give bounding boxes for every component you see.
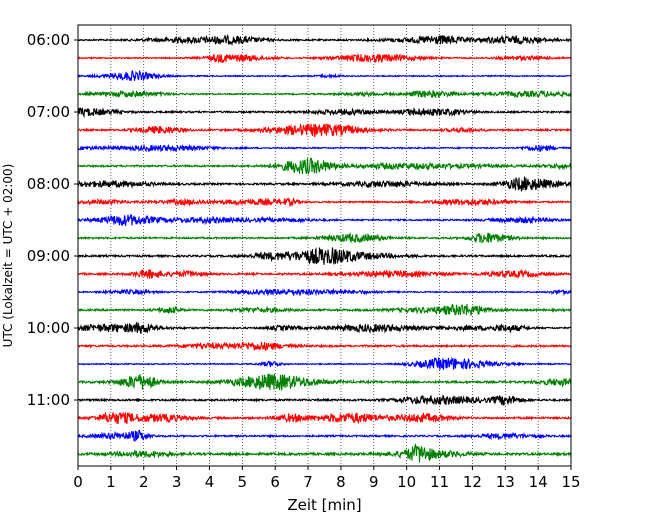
y-tick-label: 06:00 xyxy=(27,31,70,49)
seismogram-trace-1145 xyxy=(77,442,572,463)
seismogram-trace-0900 xyxy=(77,246,572,265)
x-axis-ticks: 0 1 2 3 4 5 6 7 8 9 10 11 12 13 14 15 xyxy=(73,466,581,491)
seismogram-trace-1045 xyxy=(77,373,572,392)
x-tick-label: 4 xyxy=(205,473,215,491)
y-tick-label: 10:00 xyxy=(27,319,70,337)
seismogram-trace-0700 xyxy=(77,106,572,119)
x-tick-label: 14 xyxy=(529,473,548,491)
x-tick-label: 0 xyxy=(73,473,83,491)
seismogram-trace-1000 xyxy=(77,321,572,335)
x-tick-label: 1 xyxy=(106,473,116,491)
x-tick-label: 2 xyxy=(139,473,149,491)
y-tick-label: 08:00 xyxy=(27,175,70,193)
seismogram-trace-0745 xyxy=(77,157,572,175)
x-tick-label: 10 xyxy=(397,473,416,491)
seismogram-trace-0945 xyxy=(77,303,572,316)
x-tick-label: 11 xyxy=(430,473,449,491)
seismogram-trace-0645 xyxy=(77,89,572,99)
y-tick-label: 07:00 xyxy=(27,103,70,121)
x-tick-label: 15 xyxy=(561,473,580,491)
x-tick-label: 3 xyxy=(172,473,182,491)
y-tick-label: 11:00 xyxy=(27,391,70,409)
seismogram-trace-0930 xyxy=(77,288,572,297)
x-axis-label: Zeit [min] xyxy=(287,496,361,514)
x-tick-label: 6 xyxy=(270,473,280,491)
seismogram-trace-0845 xyxy=(77,231,572,244)
seismogram-trace-0830 xyxy=(77,213,572,227)
y-axis-label: UTC (Lokalzeit = UTC + 02:00) xyxy=(1,164,15,348)
trace-layer xyxy=(77,33,572,463)
x-tick-label: 13 xyxy=(496,473,515,491)
seismogram-trace-0730 xyxy=(77,143,572,153)
x-tick-label: 9 xyxy=(369,473,379,491)
seismogram-trace-0915 xyxy=(77,268,572,279)
seismogram-trace-1030 xyxy=(77,356,572,370)
seismogram-trace-1115 xyxy=(77,411,572,425)
seismogram-trace-1100 xyxy=(77,394,572,406)
x-tick-label: 8 xyxy=(336,473,346,491)
plot-frame xyxy=(77,24,572,467)
seismogram-trace-0715 xyxy=(77,123,572,138)
x-tick-label: 12 xyxy=(463,473,482,491)
y-tick-label: 09:00 xyxy=(27,247,70,265)
y-axis-ticks: 06:00 07:00 08:00 09:00 10:00 11:00 xyxy=(27,31,78,409)
seismogram-trace-1015 xyxy=(77,341,572,351)
x-tick-label: 7 xyxy=(303,473,313,491)
seismogram-trace-0615 xyxy=(77,52,572,64)
seismogram-trace-0630 xyxy=(78,69,572,82)
seismogram-trace-0800 xyxy=(77,176,572,192)
seismogram-trace-0600 xyxy=(77,33,572,47)
x-tick-label: 5 xyxy=(238,473,248,491)
seismogram-trace-1130 xyxy=(77,429,572,442)
seismogram-trace-0815 xyxy=(77,196,572,208)
